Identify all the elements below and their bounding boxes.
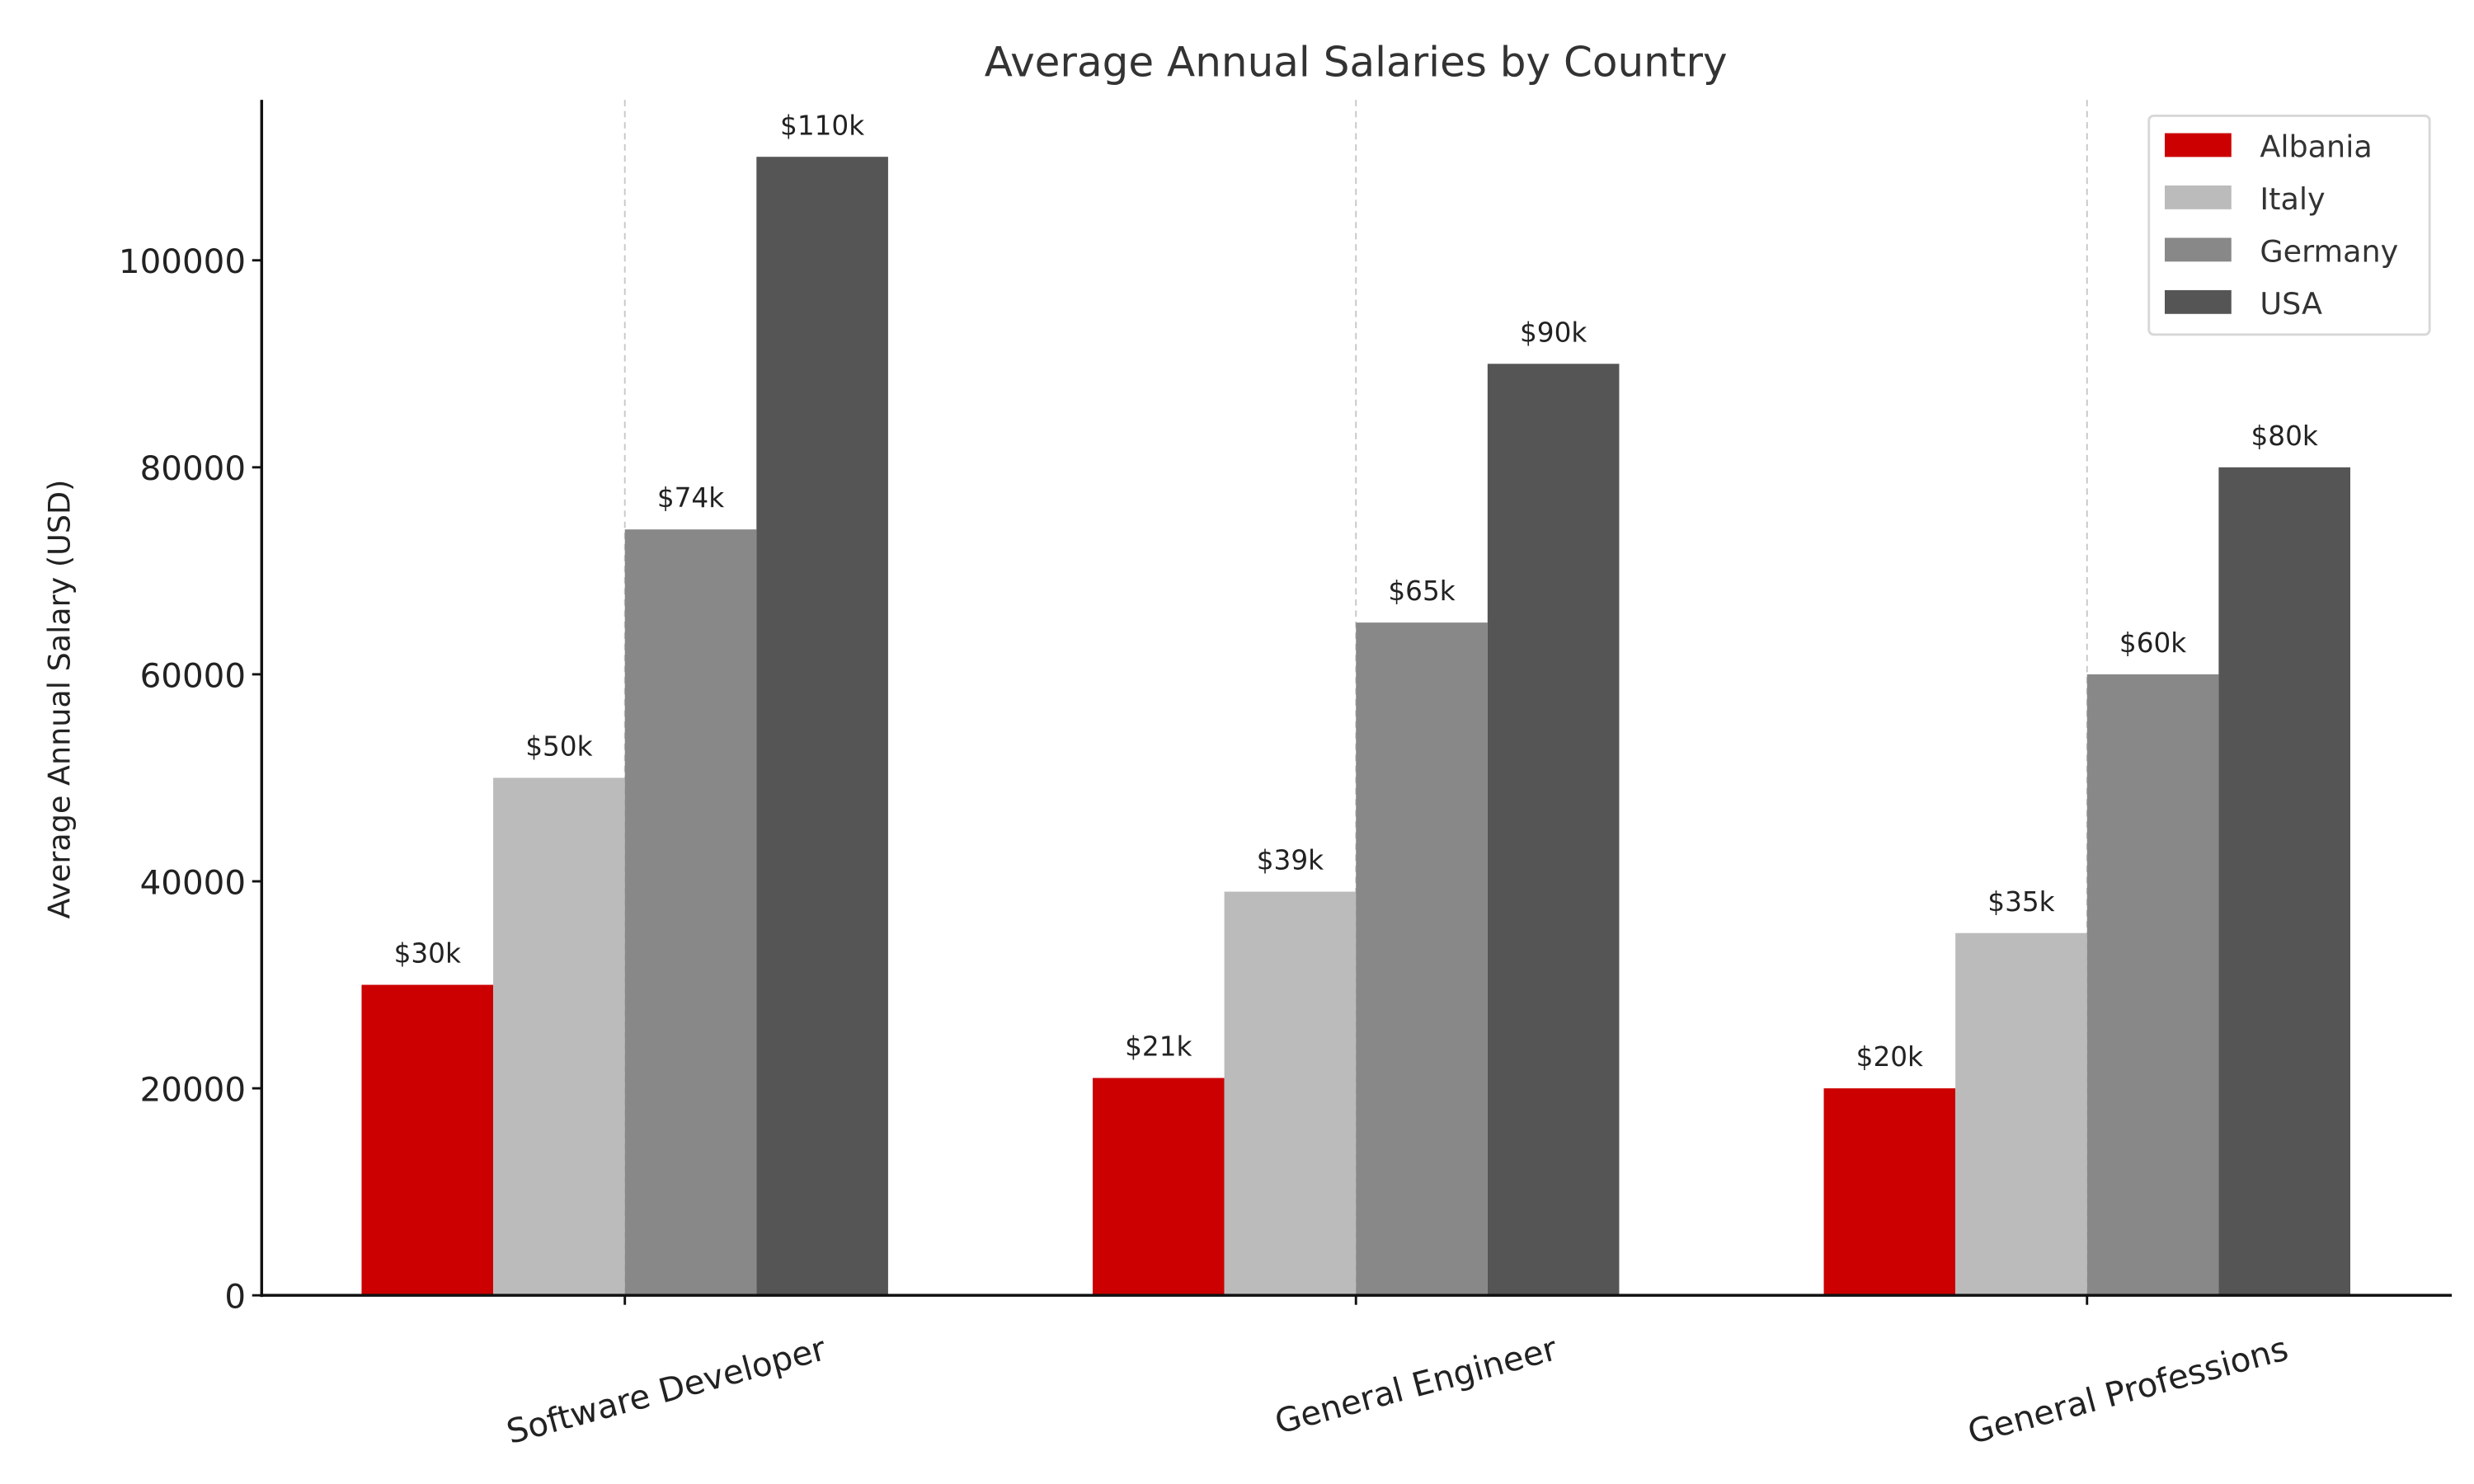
bar-usa [2218,467,2350,1296]
data-label: $65k [1388,575,1455,607]
y-tick-label: 40000 [140,863,246,902]
y-tick-label: 0 [224,1278,246,1317]
legend-label: Italy [2260,181,2325,217]
chart-title: Average Annual Salaries by Country [985,38,1728,86]
data-label: $50k [525,731,592,763]
data-label: $110k [780,110,864,141]
data-label: $39k [1257,845,1324,876]
data-label: $74k [657,482,724,514]
legend-swatch-italy [2165,186,2232,209]
bar-usa [756,157,888,1296]
y-tick-label: 60000 [140,656,246,695]
bar-usa [1487,364,1620,1296]
bar-albania [1823,1088,1956,1296]
y-tick-label: 100000 [119,242,246,281]
y-tick-label: 20000 [140,1070,246,1109]
legend-label: Albania [2260,129,2372,164]
data-label: $30k [394,938,461,970]
bar-italy [493,777,625,1296]
data-label: $60k [2119,627,2186,659]
legend-label: USA [2260,286,2322,322]
legend-label: Germany [2260,233,2398,269]
y-axis-label: Average Annual Salary (USD) [42,480,78,919]
legend: Albania Italy Germany USA [2147,114,2431,336]
x-tick-label: Software Developer [502,1329,830,1452]
bar-italy [1955,932,2087,1296]
legend-swatch-albania [2165,133,2232,157]
legend-swatch-usa [2165,289,2232,314]
x-tick-label: General Professions [1964,1329,2292,1452]
data-label: $20k [1856,1041,1923,1073]
x-tick-label: General Engineer [1271,1329,1561,1442]
bar-germany [2086,674,2219,1296]
bar-germany [1356,622,1488,1296]
data-label: $21k [1125,1031,1192,1063]
legend-box [2147,114,2431,336]
bar-albania [361,984,494,1296]
y-tick-label: 80000 [140,449,246,488]
data-label: $90k [1520,317,1587,348]
bar-italy [1224,891,1357,1296]
legend-swatch-germany [2165,237,2232,262]
data-label: $35k [1987,886,2054,918]
bar-germany [624,529,757,1296]
bar-albania [1093,1078,1225,1296]
data-label: $80k [2251,420,2318,452]
